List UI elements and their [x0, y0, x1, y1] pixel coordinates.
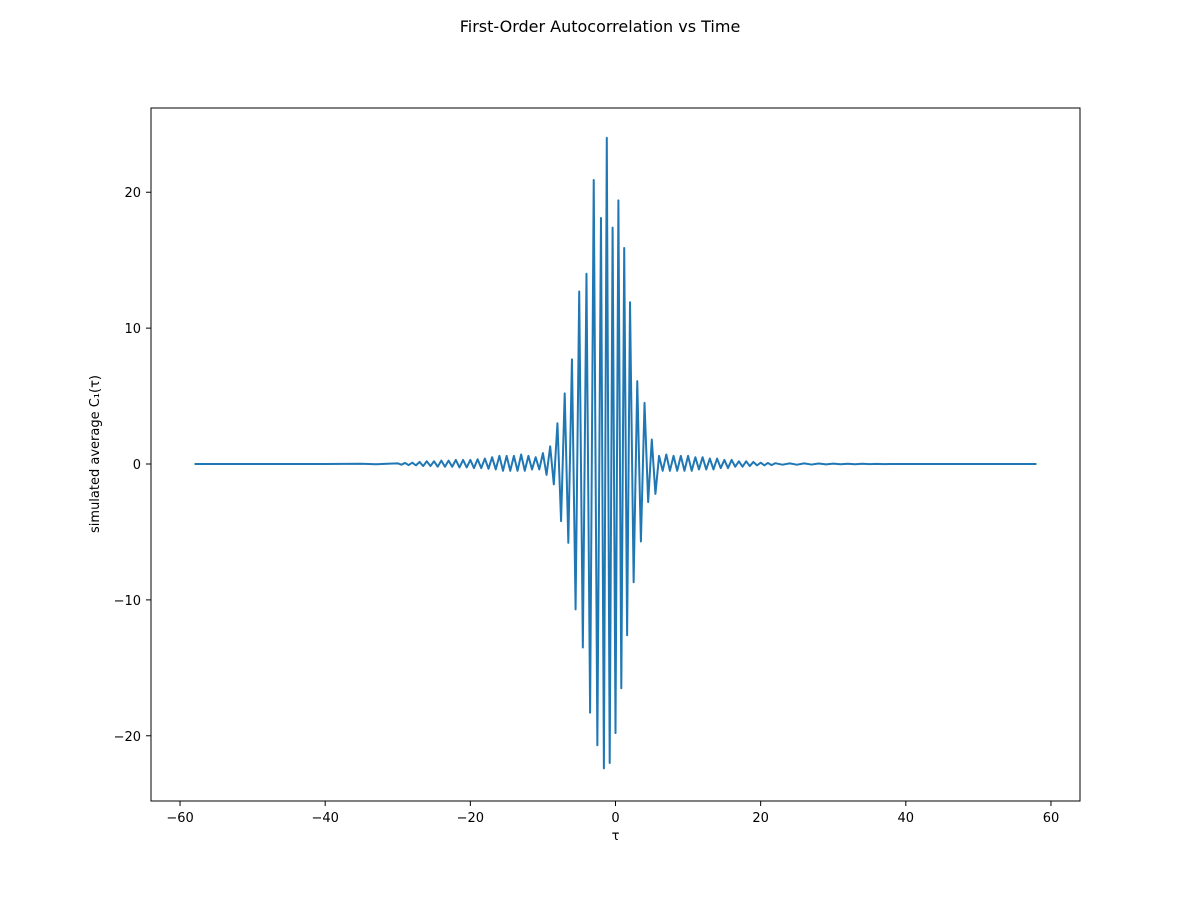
y-tick-label: 10: [124, 322, 141, 337]
y-tick-label: 0: [133, 458, 141, 473]
x-tick-label: 40: [898, 811, 915, 826]
y-axis-label: simulated average C₁(τ): [88, 375, 103, 533]
x-axis-ticks: −60 −40 −20 0 20 40 60: [166, 801, 1059, 826]
y-tick-label: −10: [114, 594, 141, 609]
x-tick-label: 20: [752, 811, 769, 826]
y-tick-label: −20: [114, 730, 141, 745]
series-line-0: [194, 136, 1037, 770]
x-tick-label: 0: [611, 811, 619, 826]
x-tick-label: 60: [1043, 811, 1060, 826]
y-axis-ticks: −20 −10 0 10 20: [114, 186, 151, 745]
plot-area: [194, 136, 1037, 770]
x-tick-label: −60: [166, 811, 193, 826]
y-tick-label: 20: [124, 186, 141, 201]
chart-title: First-Order Autocorrelation vs Time: [460, 17, 741, 36]
x-tick-label: −40: [311, 811, 338, 826]
x-axis-label: τ: [612, 829, 620, 844]
x-tick-label: −20: [457, 811, 484, 826]
